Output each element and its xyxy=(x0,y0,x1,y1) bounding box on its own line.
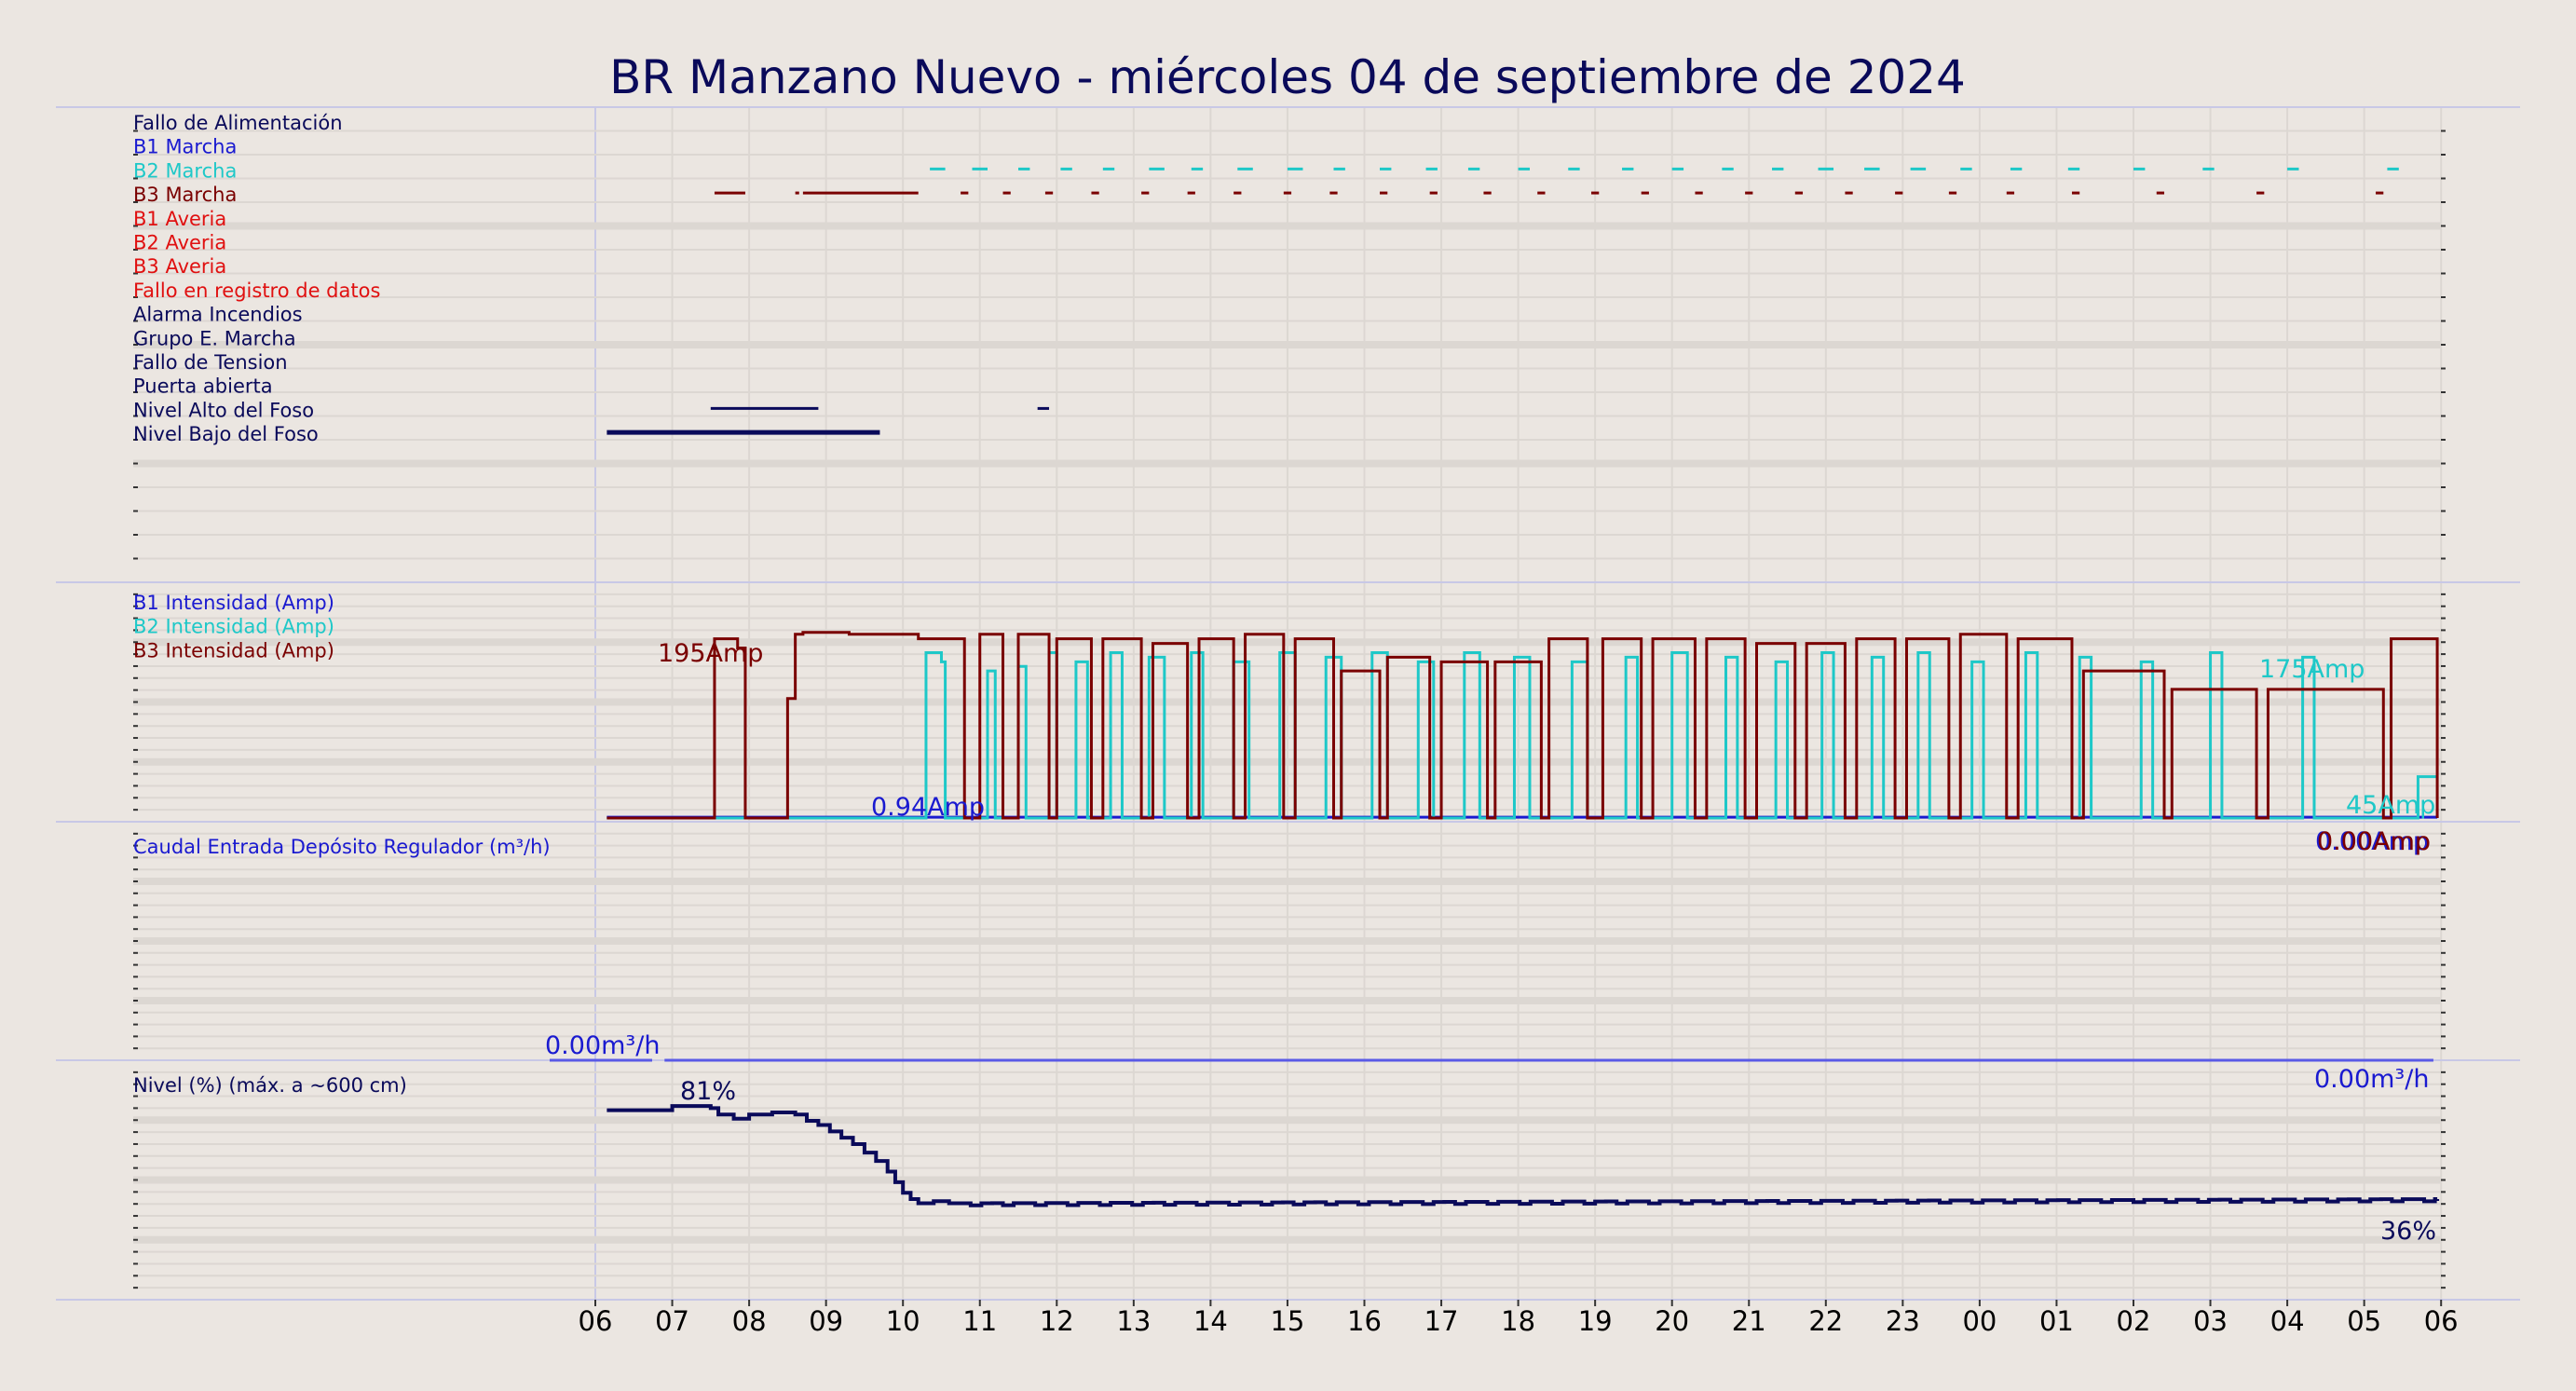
legend-label: B3 Intensidad (Amp) xyxy=(133,639,334,661)
x-tick-label: 14 xyxy=(1193,1305,1228,1337)
x-tick-label: 15 xyxy=(1270,1305,1304,1337)
x-tick-label: 20 xyxy=(1655,1305,1689,1337)
x-tick-label: 11 xyxy=(962,1305,997,1337)
chart-title: BR Manzano Nuevo - miércoles 04 de septi… xyxy=(609,50,1966,104)
x-tick-label: 10 xyxy=(886,1305,920,1337)
legend-label: B3 Marcha xyxy=(133,184,237,206)
series-nivel xyxy=(607,1104,2440,1207)
x-tick-label: 04 xyxy=(2270,1305,2305,1337)
x-tick-label: 17 xyxy=(1424,1305,1459,1337)
data-label: 0.00Amp xyxy=(2315,827,2429,856)
legend-label: B3 Averia xyxy=(133,255,226,278)
data-label: 81% xyxy=(680,1077,736,1106)
panel-nivel: Nivel (%) (máx. a ~600 cm) 81% 36% xyxy=(133,1074,2440,1246)
x-tick-label: 02 xyxy=(2117,1305,2151,1337)
x-tick-label: 06 xyxy=(2424,1305,2459,1337)
data-label: 0.00m³/h xyxy=(545,1031,660,1060)
x-tick-label: 18 xyxy=(1501,1305,1535,1337)
legend-label: Nivel (%) (máx. a ~600 cm) xyxy=(133,1074,407,1097)
legend-label: Fallo de Tension xyxy=(133,351,288,374)
panel-intensidad: B1 Intensidad (Amp)B2 Intensidad (Amp)B3… xyxy=(133,592,2439,856)
x-tick-label: 23 xyxy=(1886,1305,1920,1337)
x-tick-label: 09 xyxy=(809,1305,843,1337)
x-tick-label: 05 xyxy=(2347,1305,2381,1337)
legend-label: B2 Averia xyxy=(133,232,226,254)
data-label: 195Amp xyxy=(658,639,763,668)
annotations-nivel: 81% 36% xyxy=(680,1077,2436,1246)
x-axis-ticks: 06 07 08 09 10 11 12 13 14 15 16 17 18 19 20 21 22 23 00 01… xyxy=(579,1300,2459,1337)
legend-label: Fallo de Alimentación xyxy=(133,112,343,134)
x-tick-label: 06 xyxy=(579,1305,613,1337)
legend-intensidad: B1 Intensidad (Amp)B2 Intensidad (Amp)B3… xyxy=(133,592,334,661)
grid xyxy=(133,107,2446,1300)
x-tick-label: 07 xyxy=(655,1305,689,1337)
legend-label: B2 Marcha xyxy=(133,159,237,182)
legend-caudal: Caudal Entrada Depósito Regulador (m³/h) xyxy=(133,836,551,858)
legend-label: Nivel Bajo del Foso xyxy=(133,423,319,445)
panel-caudal: Caudal Entrada Depósito Regulador (m³/h)… xyxy=(133,836,2433,1094)
legend-label: Caudal Entrada Depósito Regulador (m³/h) xyxy=(133,836,551,858)
series-intensidad xyxy=(607,631,2439,820)
legend-label: Alarma Incendios xyxy=(133,304,303,326)
series-line xyxy=(607,631,2439,820)
x-tick-label: 13 xyxy=(1116,1305,1151,1337)
legend-label: Puerta abierta xyxy=(133,375,273,398)
data-label: 175Amp xyxy=(2259,655,2365,684)
legend-label: B1 Averia xyxy=(133,208,226,230)
x-tick-label: 00 xyxy=(1962,1305,1997,1337)
x-tick-label: 21 xyxy=(1732,1305,1766,1337)
x-tick-label: 19 xyxy=(1578,1305,1613,1337)
data-label: 0.00Amp xyxy=(2317,827,2431,856)
legend-nivel: Nivel (%) (máx. a ~600 cm) xyxy=(133,1074,407,1097)
series-line xyxy=(607,650,2438,820)
x-tick-label: 22 xyxy=(1808,1305,1843,1337)
series-line xyxy=(607,1104,2440,1207)
legend-label: B2 Intensidad (Amp) xyxy=(133,616,334,638)
x-tick-label: 08 xyxy=(732,1305,767,1337)
data-label: 0.00m³/h xyxy=(2314,1065,2429,1094)
event-bars xyxy=(607,167,2399,435)
legend-label: Nivel Alto del Foso xyxy=(133,399,314,421)
legend-label: Fallo en registro de datos xyxy=(133,280,380,302)
legend-label: B1 Marcha xyxy=(133,136,237,158)
x-tick-label: 16 xyxy=(1347,1305,1382,1337)
data-label: 0.94Amp xyxy=(871,793,985,822)
data-label: 36% xyxy=(2380,1217,2436,1246)
x-tick-label: 03 xyxy=(2193,1305,2228,1337)
x-tick-label: 12 xyxy=(1040,1305,1074,1337)
annotations-caudal: 0.00m³/h 0.00m³/h xyxy=(545,1031,2429,1094)
data-label: 45Amp xyxy=(2346,791,2435,820)
x-tick-label: 01 xyxy=(2039,1305,2074,1337)
legend-label: B1 Intensidad (Amp) xyxy=(133,592,334,614)
legend-label: Grupo E. Marcha xyxy=(133,327,296,349)
